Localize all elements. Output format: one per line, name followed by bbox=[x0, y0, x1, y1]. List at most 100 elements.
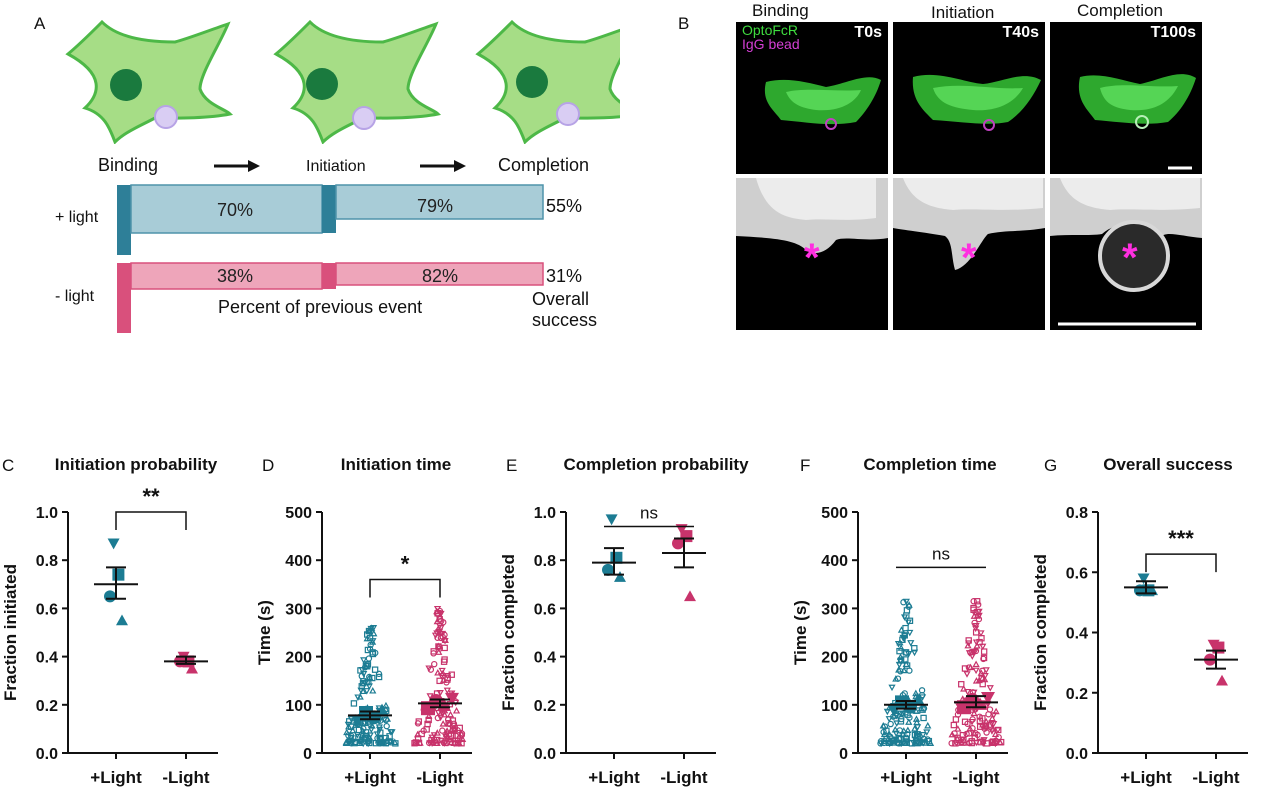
y-tick-label: 300 bbox=[821, 601, 848, 618]
data-point bbox=[988, 720, 996, 728]
data-point bbox=[964, 641, 972, 649]
data-point bbox=[948, 740, 955, 747]
data-point bbox=[349, 726, 357, 734]
data-point bbox=[982, 722, 990, 729]
y-tick-label: 1.0 bbox=[36, 505, 58, 522]
time-stamp: T40s bbox=[1002, 24, 1039, 41]
micrograph-title-initiation: Initiation bbox=[931, 3, 995, 22]
data-point bbox=[963, 671, 971, 678]
data-point bbox=[614, 571, 626, 582]
data-point bbox=[953, 735, 961, 742]
data-point bbox=[970, 606, 977, 613]
data-point bbox=[966, 739, 973, 747]
data-point bbox=[360, 657, 368, 664]
data-point bbox=[362, 729, 370, 736]
y-tick-label: 200 bbox=[821, 650, 848, 667]
y-tick-label: 0 bbox=[303, 746, 312, 763]
data-point bbox=[375, 670, 383, 678]
data-point bbox=[602, 563, 614, 576]
y-tick-label: 0.4 bbox=[1066, 626, 1088, 643]
data-point bbox=[357, 687, 365, 695]
data-point bbox=[434, 709, 443, 717]
y-tick-label: 0.4 bbox=[534, 650, 556, 667]
y-tick-label: 500 bbox=[821, 505, 848, 522]
data-point bbox=[902, 739, 910, 746]
data-point bbox=[358, 666, 366, 674]
data-point bbox=[441, 636, 449, 643]
x-tick-label: -Light bbox=[162, 768, 210, 787]
y-tick-label: 0.0 bbox=[36, 746, 58, 763]
data-point bbox=[424, 720, 431, 728]
panel-letter-c: C bbox=[2, 456, 15, 475]
data-point bbox=[951, 730, 958, 737]
data-point bbox=[1137, 573, 1150, 585]
data-point bbox=[885, 716, 893, 723]
data-point bbox=[888, 739, 896, 747]
data-point bbox=[433, 617, 441, 625]
data-point bbox=[958, 739, 966, 746]
data-point bbox=[351, 739, 358, 747]
minus-light-stub2 bbox=[322, 263, 336, 289]
data-point bbox=[902, 624, 909, 632]
data-point bbox=[913, 731, 921, 738]
data-point bbox=[104, 590, 116, 603]
y-tick-label: 0.2 bbox=[534, 698, 556, 715]
significance-label: ns bbox=[640, 503, 658, 522]
data-point bbox=[361, 720, 369, 728]
data-point bbox=[443, 732, 452, 740]
data-point bbox=[116, 614, 128, 626]
plus-light-bar-stub bbox=[117, 185, 131, 255]
data-point bbox=[903, 739, 911, 747]
data-point bbox=[906, 629, 914, 637]
x-tick-label: +Light bbox=[880, 768, 932, 787]
data-point bbox=[377, 729, 384, 736]
data-point bbox=[436, 714, 445, 722]
data-point bbox=[970, 598, 977, 605]
x-tick-label: +Light bbox=[588, 768, 640, 787]
data-point bbox=[371, 666, 379, 673]
micrograph-title-binding: Binding bbox=[752, 1, 809, 20]
data-point bbox=[900, 614, 909, 621]
data-point bbox=[672, 537, 684, 550]
data-point bbox=[887, 720, 894, 728]
data-point bbox=[382, 737, 391, 744]
data-point bbox=[368, 624, 376, 631]
plot-title-e: Completion probability bbox=[563, 455, 749, 474]
data-point bbox=[904, 619, 913, 627]
nucleus-icon bbox=[306, 68, 338, 100]
data-point bbox=[877, 740, 884, 747]
data-point bbox=[903, 649, 910, 656]
data-point bbox=[434, 610, 441, 617]
data-point bbox=[425, 716, 432, 724]
x-tick-label: -Light bbox=[952, 768, 1000, 787]
data-point bbox=[968, 653, 976, 660]
micrograph-title-completion: Completion bbox=[1077, 1, 1163, 20]
data-point bbox=[969, 716, 976, 723]
data-point bbox=[971, 619, 978, 627]
data-point bbox=[966, 663, 975, 671]
data-point bbox=[897, 739, 905, 746]
data-point bbox=[1134, 584, 1146, 597]
data-point bbox=[1212, 641, 1225, 654]
data-point bbox=[436, 613, 444, 620]
data-point bbox=[970, 709, 978, 717]
time-stamp: T100s bbox=[1150, 24, 1196, 41]
arrow-right-icon bbox=[420, 160, 466, 172]
y-axis-label: Time (s) bbox=[791, 600, 810, 665]
y-tick-label: 100 bbox=[821, 698, 848, 715]
plot-title-g: Overall success bbox=[1103, 455, 1232, 474]
data-point bbox=[961, 718, 969, 725]
data-point bbox=[386, 738, 394, 745]
data-point bbox=[954, 725, 962, 732]
data-point bbox=[388, 729, 396, 736]
minus-light-seg1 bbox=[130, 262, 323, 290]
data-point bbox=[960, 736, 967, 743]
data-point bbox=[369, 649, 376, 656]
data-point bbox=[382, 716, 390, 724]
data-point bbox=[983, 703, 991, 710]
data-point bbox=[891, 725, 899, 733]
data-point bbox=[973, 612, 981, 619]
micrograph-initiation-gray: * bbox=[893, 178, 1045, 330]
data-point bbox=[972, 639, 981, 646]
data-point bbox=[883, 708, 891, 716]
